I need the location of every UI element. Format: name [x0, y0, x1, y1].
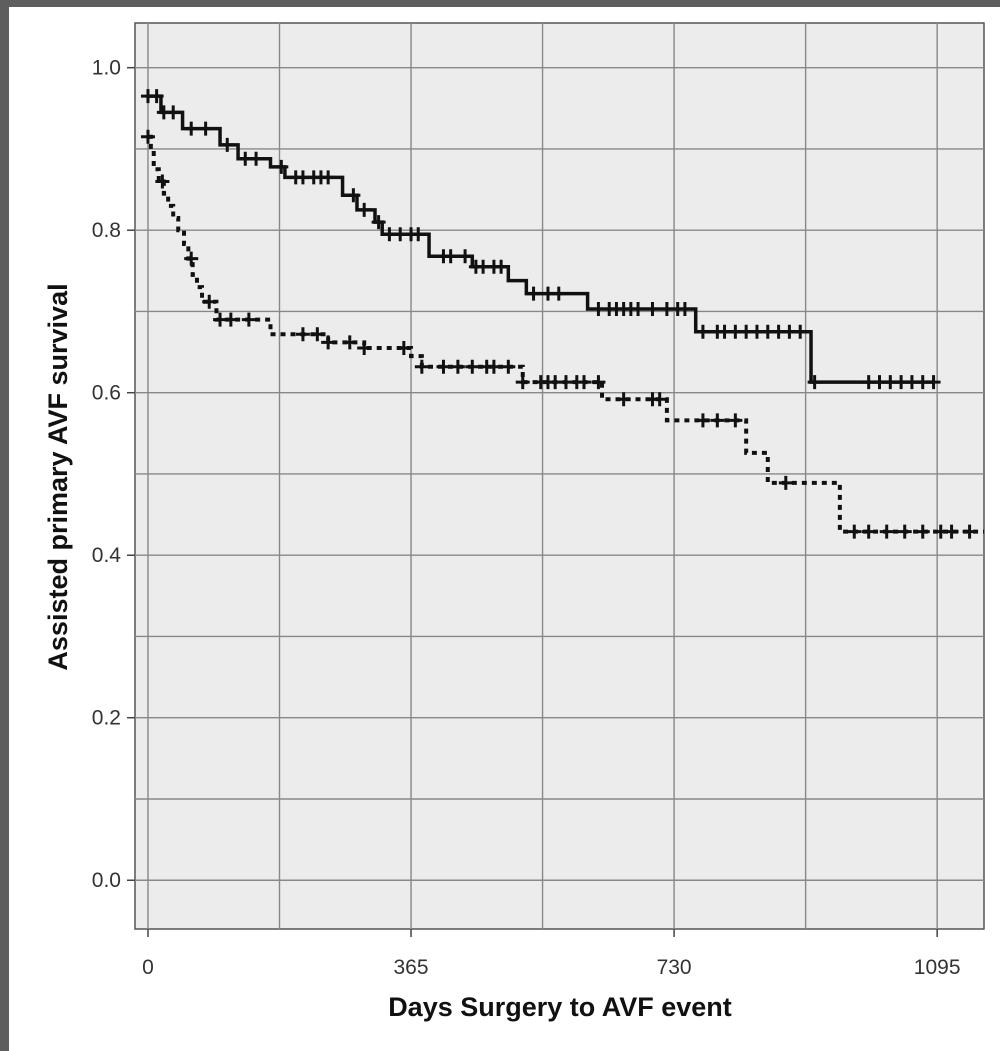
y-tick-label: 0.8	[92, 219, 121, 242]
censor-mark	[926, 375, 941, 390]
censor-mark	[241, 312, 256, 327]
censor-mark	[915, 524, 930, 539]
censor-mark	[501, 359, 516, 374]
censor-mark	[202, 294, 217, 309]
censor-mark	[357, 202, 372, 217]
censor-mark	[897, 524, 912, 539]
x-tick-label: 365	[394, 956, 429, 979]
censor-mark	[807, 375, 822, 390]
censor-mark	[695, 324, 710, 339]
censor-mark	[155, 174, 170, 189]
censor-mark	[879, 524, 894, 539]
censor-mark	[551, 286, 566, 301]
survival-curves	[140, 89, 984, 539]
km-chart: 0.0 0.2 0.4 0.6 0.8 1.0 0 365 730 1095 Days Surge…	[43, 22, 985, 1022]
axis-ticks	[127, 66, 938, 937]
censor-mark	[184, 121, 199, 136]
censor-mark	[414, 359, 429, 374]
censor-mark	[494, 259, 509, 274]
censor-mark	[944, 524, 959, 539]
censor-mark	[458, 249, 473, 264]
censor-mark	[295, 327, 310, 342]
censor-mark	[443, 249, 458, 264]
y-axis-label: Assisted primary AVF survival	[43, 283, 73, 670]
censor-mark	[450, 359, 465, 374]
x-tick-label: 1095	[914, 956, 961, 979]
censor-mark	[371, 215, 386, 230]
censor-mark	[847, 524, 862, 539]
censor-mark	[861, 524, 876, 539]
censor-mark	[310, 327, 325, 342]
censor-mark	[223, 312, 238, 327]
censor-mark	[149, 89, 164, 104]
y-tick-label: 0.6	[92, 382, 121, 405]
censor-mark	[677, 302, 692, 317]
censor-mark	[198, 121, 213, 136]
gridlines	[135, 23, 984, 929]
y-tick-label: 1.0	[92, 57, 121, 80]
censor-mark	[645, 302, 660, 317]
censor-mark	[321, 335, 336, 350]
censor-mark	[793, 324, 808, 339]
x-tick-label: 730	[657, 956, 692, 979]
censor-mark	[728, 413, 743, 428]
censor-mark	[710, 413, 725, 428]
censor-mark	[962, 524, 977, 539]
x-tick-label: 0	[142, 956, 154, 979]
y-tick-label: 0.2	[92, 707, 121, 730]
censor-mark	[631, 302, 646, 317]
x-axis-label: Days Surgery to AVF event	[388, 992, 732, 1022]
censor-mark	[526, 286, 541, 301]
censor-mark	[436, 359, 451, 374]
censor-mark	[778, 475, 793, 490]
censor-mark	[396, 341, 411, 356]
censor-mark	[616, 392, 631, 407]
censor-mark	[184, 251, 199, 266]
censor-mark	[465, 359, 480, 374]
censor-mark	[220, 137, 235, 152]
censor-mark	[577, 375, 592, 390]
censor-mark	[411, 227, 426, 242]
censor-mark	[357, 341, 372, 356]
censor-mark	[346, 188, 361, 203]
censor-mark	[695, 413, 710, 428]
censor-mark	[249, 151, 264, 166]
plot-area	[134, 22, 985, 930]
solid-survival-curve	[147, 94, 934, 384]
tick-labels: 0.0 0.2 0.4 0.6 0.8 1.0 0 365 730 1095	[92, 57, 961, 979]
censor-mark	[591, 375, 606, 390]
censor-mark	[342, 335, 357, 350]
y-tick-label: 0.4	[92, 544, 122, 567]
censor-mark	[486, 359, 501, 374]
censor-mark	[515, 375, 530, 390]
censor-mark	[274, 159, 289, 174]
plot-background	[134, 22, 985, 930]
y-tick-label: 0.0	[92, 869, 121, 892]
censor-mark	[321, 170, 336, 185]
chart-frame: 0.0 0.2 0.4 0.6 0.8 1.0 0 365 730 1095 Days Surge…	[9, 7, 1000, 1051]
censor-mark	[652, 392, 667, 407]
censor-mark	[166, 105, 181, 120]
censor-mark	[140, 129, 155, 144]
